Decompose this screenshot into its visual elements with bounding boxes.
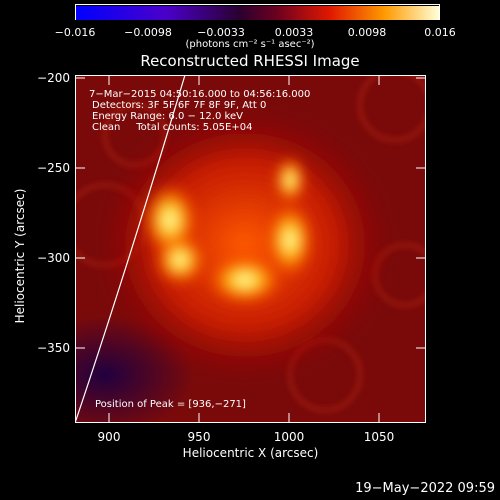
- info-clean-counts: Clean Total counts: 5.05E+04: [92, 122, 253, 133]
- info-time-range: 7−Mar−2015 04:50:16.000 to 04:56:16.000: [89, 89, 311, 100]
- colorbar-tick: 0.0098: [347, 26, 387, 39]
- x-tick-label: 950: [187, 430, 211, 444]
- x-axis-label: Heliocentric X (arcsec): [182, 446, 319, 460]
- colorbar-tick: 0.016: [424, 26, 456, 39]
- x-tick-label: 1050: [363, 430, 395, 444]
- y-tick-label: −300: [37, 251, 70, 265]
- colorbar: [75, 4, 440, 20]
- colorbar-tick: −0.0033: [197, 26, 245, 39]
- image-title: Reconstructed RHESSI Image: [140, 52, 360, 70]
- info-energy-range: Energy Range: 6.0 − 12.0 keV: [92, 111, 243, 122]
- rhessi-image-plot: 7−Mar−2015 04:50:16.000 to 04:56:16.000 …: [75, 75, 426, 423]
- y-axis-label: Heliocentric Y (arcsec): [13, 188, 27, 324]
- colorbar-gradient: [76, 6, 439, 20]
- y-tick-label: −350: [37, 341, 70, 355]
- flare-source: [142, 156, 314, 305]
- y-tick-label: −200: [37, 71, 70, 85]
- generation-date: 19−May−2022 09:59: [355, 481, 495, 496]
- colorbar-units: (photons cm⁻² s⁻¹ asec⁻²): [185, 39, 315, 50]
- info-peak-position: Position of Peak = [936,−271]: [95, 399, 246, 410]
- x-tick-label: 900: [97, 430, 121, 444]
- colorbar-tick: −0.0098: [124, 26, 172, 39]
- colorbar-tick: −0.016: [54, 26, 96, 39]
- rhessi-image: [75, 75, 426, 423]
- info-detectors: Detectors: 3F 5F 6F 7F 8F 9F, Att 0: [92, 100, 267, 111]
- y-tick-label: −250: [37, 161, 70, 175]
- colorbar-tick: 0.0033: [274, 26, 314, 39]
- x-tick-label: 1000: [273, 430, 305, 444]
- solar-limb-line: [75, 75, 186, 423]
